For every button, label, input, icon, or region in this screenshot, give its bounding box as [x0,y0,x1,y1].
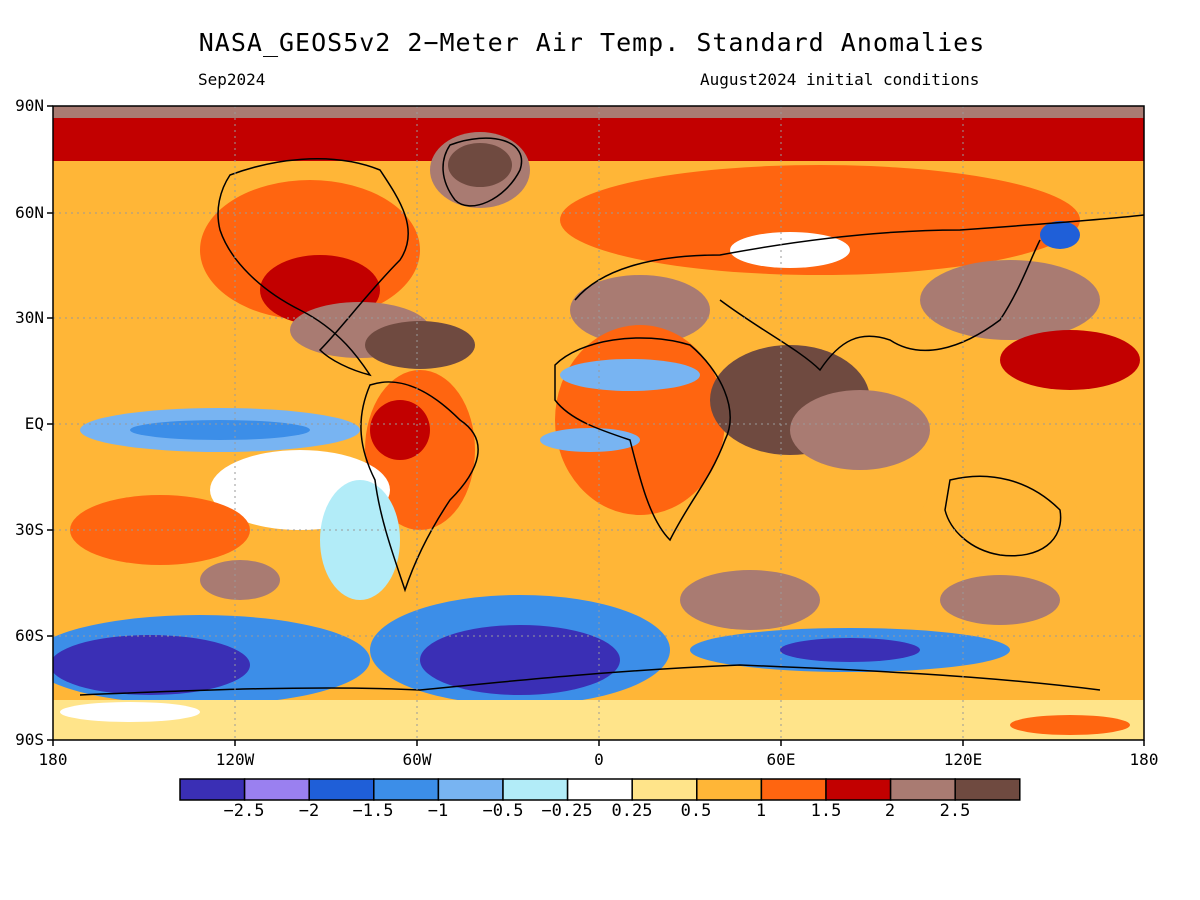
colorbar-swatch [437,778,504,801]
lon-label-0: 0 [594,750,604,769]
lat-label-60n: 60N [15,203,44,222]
axis-ticks [47,105,1145,746]
colorbar-swatch [243,778,310,801]
colorbar-label: −2.5 [223,801,265,821]
colorbar-swatch [889,778,956,801]
colorbar-label: 0.25 [611,801,653,821]
lon-label-120e: 120E [943,750,983,769]
lat-label-30s: 30S [15,520,44,539]
initial-conditions: August2024 initial conditions [700,70,980,89]
lat-label-60s: 60S [15,626,44,645]
lon-label-60e: 60E [766,750,796,769]
lat-label-eq: EQ [24,414,44,433]
colorbar-swatch [373,778,440,801]
forecast-month: Sep2024 [198,70,266,89]
south-pacific-region [70,495,250,565]
lon-label-120w: 120W [215,750,255,769]
colorbar-swatch [760,778,827,801]
colorbar-label: −0.5 [482,801,524,821]
colorbar [179,778,1021,801]
lon-label-180w: 180 [38,750,68,769]
colorbar-label: −1 [427,801,449,821]
colorbar-swatch [696,778,763,801]
colorbar-label: −2 [298,801,320,821]
lon-label-60w: 60W [402,750,432,769]
colorbar-label: 1.5 [810,801,842,821]
eurasia-region [560,165,1080,275]
colorbar-swatch [179,778,246,801]
colorbar-label: 2.5 [939,801,971,821]
map-title: NASA_GEOS5v2 2−Meter Air Temp. Standard … [198,28,986,57]
coastlines [79,137,1145,696]
lat-label-90s: 90S [15,730,44,749]
colorbar-swatch [502,778,569,801]
lat-label-30n: 30N [15,308,44,327]
lon-label-180e: 180 [1129,750,1159,769]
colorbar-swatch [308,778,375,801]
graticule [53,106,1144,740]
colorbar-swatch [825,778,892,801]
colorbar-label: 2 [884,801,896,821]
colorbar-swatch [954,778,1021,801]
colorbar-label: −1.5 [352,801,394,821]
colorbar-label: 1 [755,801,767,821]
colorbar-label: 0.5 [680,801,712,821]
colorbar-label: −0.25 [541,801,593,821]
colorbar-swatch [631,778,698,801]
colorbar-swatch [566,778,633,801]
lat-label-90n: 90N [15,96,44,115]
